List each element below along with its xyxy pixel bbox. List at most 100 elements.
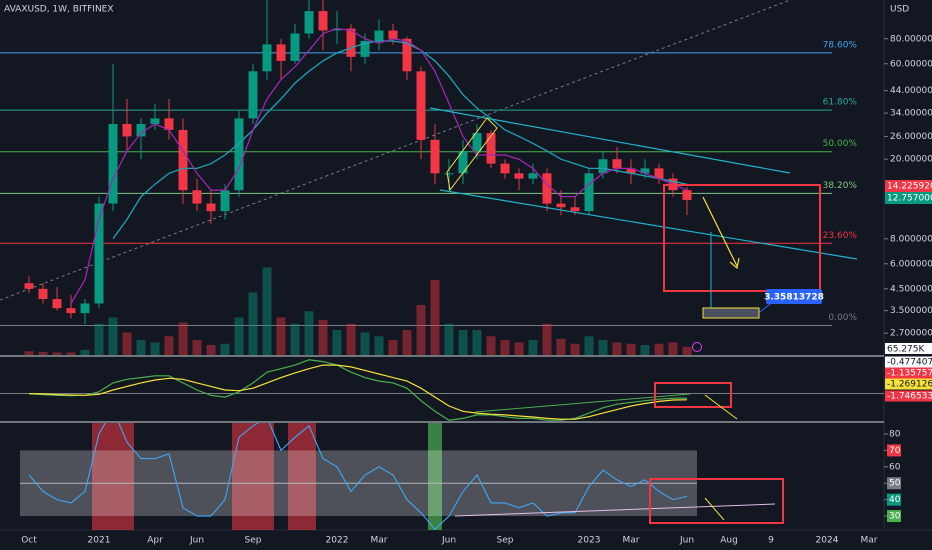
x-tick-label: Apr	[147, 536, 163, 546]
candle-body	[178, 129, 188, 191]
x-tick-label: 2022	[326, 536, 349, 546]
rsi-overbought	[106, 423, 120, 530]
candle-body	[626, 168, 636, 174]
macd-label-box	[885, 390, 932, 402]
arrow-head	[729, 257, 740, 270]
rsi-tick-label: 40	[889, 495, 901, 505]
volume-bar	[682, 346, 692, 355]
trend-line	[0, 0, 791, 301]
channel-line	[429, 107, 791, 174]
arrow	[702, 196, 738, 267]
callout-text: 3.35813728	[764, 293, 824, 303]
candle-body	[108, 123, 118, 204]
y-tick-label: 20.00000000	[890, 155, 932, 165]
candle-body	[430, 139, 440, 174]
candle-body	[612, 159, 622, 169]
candle-body	[584, 173, 594, 212]
flash-icon	[692, 342, 702, 352]
moving-average	[112, 40, 688, 240]
rsi-tick-label: 80	[889, 429, 901, 439]
rsi-trend	[454, 503, 776, 517]
rsi-tick-box	[887, 444, 901, 457]
rsi-overbought	[232, 423, 246, 530]
y-tick-label: 44.00000000	[890, 86, 932, 96]
channel-line	[439, 189, 858, 260]
volume-bar	[612, 342, 622, 355]
volume-bar	[206, 345, 216, 355]
candle-body	[304, 11, 314, 34]
candle-body	[248, 71, 258, 119]
candle-body	[276, 44, 286, 61]
y-tick-label: 80.00000000	[890, 34, 932, 44]
volume-bar	[388, 340, 398, 355]
candle-body	[542, 173, 552, 204]
x-tick-label: Jun	[441, 536, 456, 546]
rsi-tick-box	[887, 493, 901, 506]
y-tick-label: 26.00000000	[890, 132, 932, 142]
volume-bar	[668, 342, 678, 355]
x-tick-label: 2024	[816, 536, 839, 546]
callout	[766, 289, 822, 304]
flag-pattern	[446, 117, 498, 192]
macd-line	[28, 359, 688, 421]
candle-body	[164, 118, 174, 130]
volume-bar	[416, 305, 426, 355]
candle-body	[654, 168, 664, 179]
x-tick-label: Sep	[497, 536, 514, 546]
rsi-tick-label: 70	[889, 446, 901, 456]
candle-body	[346, 28, 356, 57]
volume-bar	[276, 317, 286, 355]
candle-body	[444, 173, 454, 175]
volume-bar	[164, 336, 174, 355]
highlight-box	[654, 382, 732, 408]
rsi-tick-label: 50	[889, 479, 901, 489]
price-label: 14.22592000	[887, 182, 932, 192]
x-tick-label: Jun	[679, 536, 694, 546]
volume-label: 65.275K	[887, 345, 925, 355]
y-tick-label: 8.00000000	[890, 234, 932, 244]
candle-body	[220, 190, 230, 212]
volume-bar	[136, 340, 146, 355]
volume-bar	[430, 280, 440, 355]
volume-bar	[556, 338, 566, 355]
volume-bar	[514, 342, 524, 355]
candle-body	[528, 173, 538, 179]
rsi-tick-box	[887, 510, 901, 523]
rsi-tick-label: 30	[889, 512, 901, 522]
rsi-overbought	[246, 423, 260, 530]
macd-label-box	[885, 378, 932, 390]
candle-body	[150, 118, 160, 124]
volume-bar	[640, 345, 650, 355]
candle-body	[52, 299, 62, 309]
rsi-line	[28, 423, 688, 530]
volume-bar	[444, 323, 454, 355]
highlight-box	[649, 478, 784, 524]
candle-body	[80, 303, 90, 314]
rsi-tick-label: 60	[889, 462, 901, 472]
volume-label-box	[885, 343, 932, 354]
fib-label: 78.60%	[823, 40, 858, 50]
volume-bar	[122, 332, 132, 355]
volume-bar	[346, 323, 356, 355]
volume-bar	[626, 343, 636, 355]
candle-body	[318, 11, 328, 31]
candle-body	[374, 30, 384, 41]
drawings: 3.35813728 AVAXUSD, 1W, BITFINEX USD 80.…	[4, 5, 932, 546]
volume-bar	[500, 340, 510, 355]
main-pane	[0, 0, 832, 355]
candle-body	[94, 203, 104, 304]
x-tick-label: Jun	[189, 536, 204, 546]
volume-bar	[472, 330, 482, 355]
macd-label-box	[885, 356, 932, 368]
price-label-box	[885, 192, 932, 204]
moving-average	[70, 27, 688, 304]
x-tick-label: Mar	[371, 536, 388, 546]
x-tick-label: Oct	[21, 536, 37, 546]
x-tick-label: 9	[768, 536, 774, 546]
volume-bar	[304, 311, 314, 355]
fib-label: 0.00%	[828, 313, 857, 323]
x-tick-label: 2023	[578, 536, 601, 546]
candle-body	[388, 30, 398, 39]
macd-label: -1.74653389	[887, 392, 932, 402]
